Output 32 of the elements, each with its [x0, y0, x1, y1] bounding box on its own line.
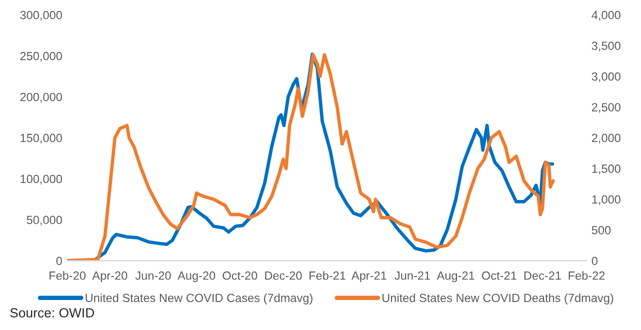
x-tick-label: Oct-20 — [222, 271, 258, 280]
y2-tick-label: 2,500 — [592, 103, 620, 113]
y-tick-label: 150,000 — [20, 134, 62, 144]
source-note: Source: OWID — [10, 308, 94, 318]
y2-tick-label: 0 — [592, 256, 598, 266]
y-tick-label: 300,000 — [20, 10, 62, 21]
x-tick-label: Apr-21 — [351, 271, 386, 282]
legend-label: United States New COVID Deaths (7dmavg) — [382, 293, 614, 304]
x-tick-label: Jun-21 — [394, 271, 430, 280]
y-tick-label: 200,000 — [20, 92, 62, 103]
x-tick-label: Dec-21 — [524, 271, 561, 280]
x-tick-label: Aug-20 — [178, 271, 216, 282]
x-tick-label: Apr-20 — [92, 271, 128, 282]
x-tick-label: Jun-20 — [135, 271, 171, 280]
x-tick-label: Feb-22 — [568, 271, 605, 280]
y2-tick-label: 2,000 — [592, 134, 620, 144]
y2-tick-label: 1,500 — [592, 164, 620, 174]
y2-tick-label: 1,000 — [592, 195, 620, 206]
y-tick-label: 50,000 — [26, 216, 62, 226]
y2-tick-label: 3,500 — [592, 42, 620, 52]
x-tick-label: Oct-21 — [482, 271, 516, 280]
y2-tick-label: 3,000 — [592, 72, 620, 82]
x-tick-label: Aug-21 — [436, 271, 474, 282]
y2-tick-label: 4,000 — [592, 10, 620, 21]
y2-tick-label: 500 — [592, 226, 611, 234]
x-tick-label: Feb-21 — [310, 271, 346, 280]
y-tick-label: 250,000 — [20, 52, 62, 62]
y-tick-label: 0 — [56, 256, 62, 266]
y-tick-label: 100,000 — [20, 174, 62, 185]
x-tick-label: Feb-20 — [50, 271, 86, 280]
x-tick-label: Dec-20 — [265, 271, 302, 280]
legend-label: United States New COVID Cases (7dmavg) — [86, 293, 312, 304]
